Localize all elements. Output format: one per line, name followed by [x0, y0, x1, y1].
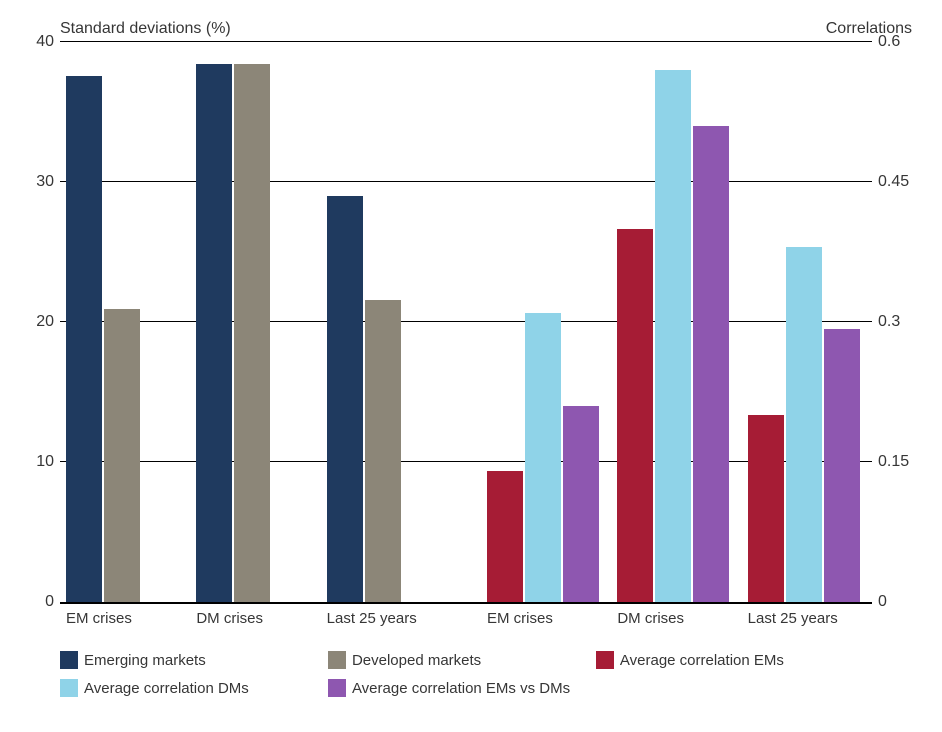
bar [655, 70, 691, 602]
bar [525, 313, 561, 602]
x-axis: EM crisesDM crisesLast 25 yearsEM crises… [60, 604, 872, 627]
bar [234, 64, 270, 602]
y-tick-right: 0 [878, 593, 887, 611]
legend-swatch [328, 651, 346, 669]
y-axis-left: 010203040 [20, 42, 60, 602]
x-panel: EM crisesDM crisesLast 25 years [60, 604, 451, 627]
legend-swatch [60, 679, 78, 697]
legend-label: Developed markets [352, 652, 481, 669]
x-tick-label: DM crises [611, 604, 741, 627]
y-tick-left: 20 [36, 313, 54, 331]
y-axis-right: 00.150.30.450.6 [872, 42, 922, 602]
y-tick-right: 0.45 [878, 173, 909, 191]
bar [365, 300, 401, 602]
bar [824, 329, 860, 602]
bar-group [321, 42, 451, 602]
x-gap [451, 604, 481, 627]
x-tick-label: DM crises [190, 604, 320, 627]
bar [748, 415, 784, 602]
panel [481, 42, 872, 602]
bar-group [481, 42, 611, 602]
left-axis-title: Standard deviations (%) [60, 20, 231, 38]
axis-titles: Standard deviations (%) Correlations [20, 20, 922, 38]
x-panel: EM crisesDM crisesLast 25 years [481, 604, 872, 627]
bar [196, 64, 232, 602]
y-tick-left: 40 [36, 33, 54, 51]
legend-item: Average correlation EMs vs DMs [328, 679, 596, 697]
legend-item: Average correlation EMs [596, 651, 864, 669]
legend-label: Average correlation EMs vs DMs [352, 680, 570, 697]
bar [327, 196, 363, 602]
legend-swatch [596, 651, 614, 669]
legend-label: Average correlation DMs [84, 680, 249, 697]
plot-area [60, 42, 872, 604]
bars-layer [60, 42, 872, 602]
bar [786, 247, 822, 602]
bar [617, 229, 653, 602]
legend-label: Emerging markets [84, 652, 206, 669]
bar [104, 309, 140, 602]
bar-group [611, 42, 741, 602]
y-tick-left: 10 [36, 453, 54, 471]
legend-item: Developed markets [328, 651, 596, 669]
legend-swatch [328, 679, 346, 697]
panel [60, 42, 451, 602]
legend-item: Average correlation DMs [60, 679, 328, 697]
y-tick-left: 30 [36, 173, 54, 191]
y-tick-left: 0 [45, 593, 54, 611]
bar [693, 126, 729, 602]
x-tick-label: EM crises [481, 604, 611, 627]
chart-container: Standard deviations (%) Correlations 0 10… [20, 20, 922, 697]
bar [563, 406, 599, 602]
y-tick-right: 0.15 [878, 453, 909, 471]
bar-group [60, 42, 190, 602]
legend-swatch [60, 651, 78, 669]
bar [487, 471, 523, 602]
y-tick-right: 0.6 [878, 33, 900, 51]
legend-label: Average correlation EMs [620, 652, 784, 669]
y-tick-right: 0.3 [878, 313, 900, 331]
bar-group [190, 42, 320, 602]
legend: Emerging markets Developed markets Average… [60, 651, 872, 697]
bar [66, 76, 102, 602]
x-tick-label: EM crises [60, 604, 190, 627]
x-tick-label: Last 25 years [321, 604, 451, 627]
legend-item: Emerging markets [60, 651, 328, 669]
bar-group [742, 42, 872, 602]
x-tick-label: Last 25 years [742, 604, 872, 627]
